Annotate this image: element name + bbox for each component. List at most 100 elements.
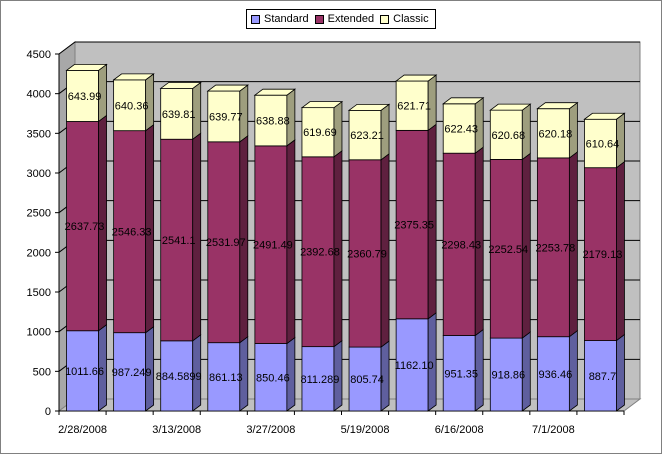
data-label: 619.69 — [303, 127, 337, 139]
gridline — [58, 41, 640, 55]
legend-item-classic: Classic — [380, 13, 429, 25]
bar-top — [347, 103, 391, 111]
bar-top — [300, 101, 344, 109]
bar-segment — [160, 340, 194, 412]
legend-label-classic: Classic — [393, 13, 429, 25]
bar-top — [206, 84, 249, 92]
data-label: 805.74 — [350, 374, 384, 386]
data-label: 951.35 — [444, 368, 478, 380]
y-tick-label: 2000 — [27, 247, 51, 259]
y-tick-label: 4000 — [27, 89, 51, 101]
data-label: 638.88 — [256, 116, 290, 128]
data-label: 2392.68 — [300, 247, 340, 259]
bar-segment — [66, 330, 99, 412]
bar-segment — [66, 121, 99, 332]
bar-segment — [254, 343, 288, 412]
bar-top — [442, 97, 485, 105]
y-tick-label: 2500 — [27, 208, 51, 220]
data-label: 622.43 — [444, 123, 478, 135]
y-tick-label: 0 — [45, 406, 51, 418]
data-label: 918.86 — [491, 370, 525, 382]
y-tick-label: 3500 — [27, 128, 51, 140]
data-label: 640.36 — [115, 100, 149, 112]
data-label: 936.46 — [539, 369, 573, 381]
data-label: 987.249 — [112, 367, 152, 379]
bar-segment — [348, 346, 382, 412]
data-label: 887.7 — [589, 371, 617, 383]
bar-top — [253, 88, 297, 96]
y-tick-label: 500 — [33, 366, 51, 378]
bar-segment — [113, 130, 147, 334]
data-label: 2546.33 — [112, 227, 152, 239]
data-label: 620.18 — [539, 128, 573, 140]
bar-segment — [536, 336, 570, 412]
bar-segment — [254, 94, 288, 147]
data-label: 639.81 — [162, 109, 196, 121]
bar-segment — [489, 159, 523, 339]
data-label: 621.71 — [397, 101, 431, 113]
data-label: 811.289 — [300, 374, 339, 386]
legend-label-extended: Extended — [327, 13, 375, 25]
bar-top — [489, 103, 532, 111]
bar-segment — [160, 88, 194, 140]
data-label: 861.13 — [209, 372, 243, 384]
y-tick-label: 3000 — [27, 168, 51, 180]
data-label: 1162.10 — [395, 360, 434, 372]
data-label: 2360.79 — [347, 248, 387, 260]
bar-segment — [207, 141, 241, 344]
bar-top — [536, 102, 579, 110]
legend-swatch-extended — [314, 14, 324, 24]
bar-segment — [348, 159, 382, 348]
data-label: 2491.49 — [253, 240, 293, 252]
bar-segment — [442, 103, 476, 154]
bar-segment — [113, 332, 147, 412]
y-tick-label: 1500 — [27, 287, 51, 299]
legend-item-standard: Standard — [251, 13, 309, 25]
x-tick-label: 2/28/2008 — [58, 424, 107, 436]
bar-segment — [113, 79, 147, 132]
data-label: 2298.43 — [441, 239, 481, 251]
data-label: 2541.1 — [162, 235, 196, 247]
bar-segment — [395, 129, 429, 320]
bar-segment — [160, 138, 194, 342]
data-label: 2179.13 — [583, 249, 623, 261]
bar-top — [112, 73, 155, 81]
x-tick-label: 5/19/2008 — [341, 424, 390, 436]
bar-top — [583, 112, 626, 120]
data-label: 620.68 — [491, 130, 525, 142]
bar-segment — [301, 156, 335, 348]
data-label: 2375.35 — [394, 220, 434, 232]
bar-segment — [442, 152, 476, 336]
data-label: 884.5899 — [156, 371, 202, 383]
bar-segment-side — [616, 333, 625, 412]
data-label: 1011.66 — [65, 366, 104, 378]
legend-swatch-standard — [251, 14, 260, 24]
bar-top — [394, 74, 438, 82]
data-label: 610.64 — [586, 138, 620, 150]
x-tick-label: 6/16/2008 — [435, 424, 484, 436]
bar-top — [65, 63, 108, 71]
data-label: 639.77 — [209, 111, 243, 123]
data-label: 643.99 — [68, 91, 102, 103]
x-tick-label: 7/1/2008 — [532, 424, 575, 436]
data-label: 2252.54 — [488, 244, 528, 256]
data-label: 2531.97 — [206, 237, 246, 249]
bar-top — [159, 82, 202, 89]
legend: Standard Extended Classic — [246, 9, 436, 29]
legend-label-standard: Standard — [264, 13, 309, 25]
y-tick-label: 4500 — [27, 49, 51, 61]
x-tick-label: 3/13/2008 — [152, 424, 201, 436]
data-label: 850.46 — [256, 372, 290, 384]
bar-segment — [489, 337, 523, 412]
data-label: 2253.78 — [535, 242, 575, 254]
legend-item-extended: Extended — [314, 13, 375, 25]
bar-segment — [207, 342, 241, 412]
bar-segment — [489, 109, 523, 160]
legend-swatch-classic — [380, 14, 390, 24]
data-label: 623.21 — [350, 130, 384, 142]
bar-segment — [254, 145, 288, 344]
bar-segment — [301, 346, 335, 412]
bar-segment — [536, 157, 570, 338]
